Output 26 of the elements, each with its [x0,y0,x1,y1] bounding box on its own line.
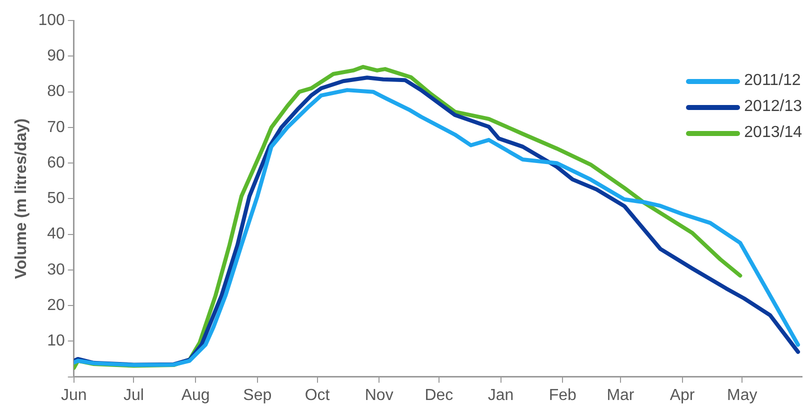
x-tick-label: Aug [181,386,210,404]
y-tick-label: 40 [47,226,65,243]
y-tick-label: 80 [47,83,65,100]
x-tick-label: Jul [124,386,144,404]
x-tick-label: Dec [424,386,454,404]
legend-label: 2013/14 [744,124,802,142]
y-axis-title: Volume (m litres/day) [13,118,30,280]
y-tick-label: 90 [47,48,65,65]
x-tick-label: Feb [548,386,577,404]
x-tick-label: Oct [304,386,330,404]
x-tick-label: Apr [670,386,696,404]
legend-label: 2012/13 [744,98,802,116]
x-tick-label: Jun [60,386,87,404]
x-tick-label: Nov [364,386,394,404]
y-tick-label: 50 [47,190,65,208]
x-tick-label: Jan [488,386,514,404]
x-tick-label: Sep [243,386,272,404]
y-tick-label: 30 [47,261,65,278]
y-tick-label: 70 [47,118,65,136]
legend-label: 2011/12 [744,72,801,90]
y-tick-label: 20 [47,296,65,314]
y-tick-label: 100 [38,12,65,30]
y-tick-label: 10 [47,332,65,350]
x-tick-label: May [727,386,758,404]
x-tick-label: Mar [606,386,635,404]
y-tick-label: 60 [47,154,65,172]
